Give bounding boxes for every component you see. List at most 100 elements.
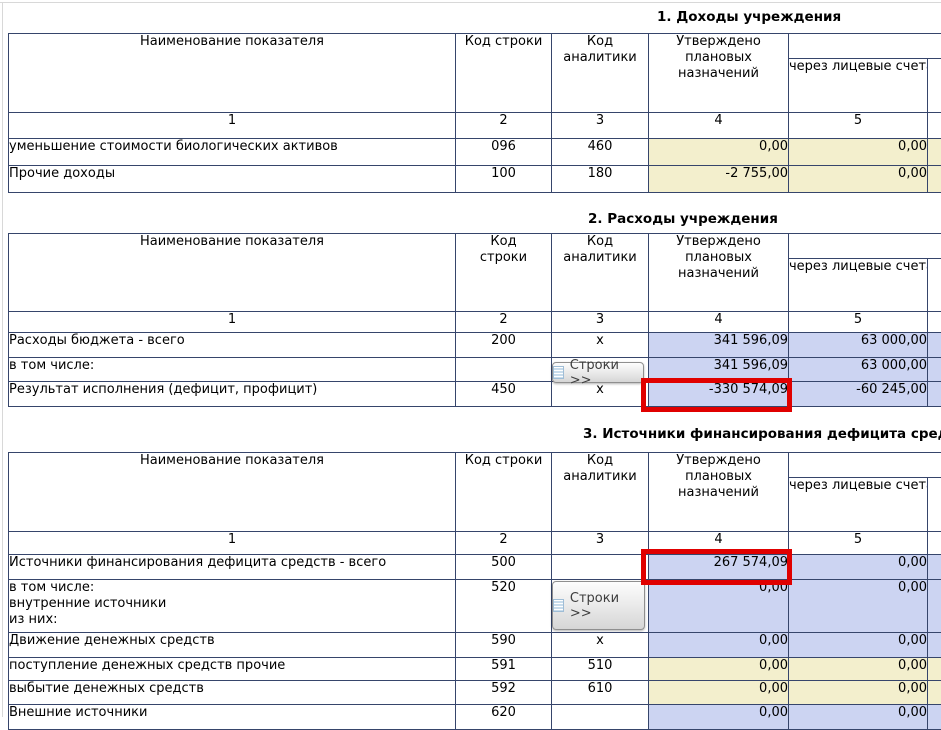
cell-via-personal-accounts[interactable]: 63 000,00 bbox=[789, 333, 928, 358]
cell-analytics-code: 460 bbox=[552, 139, 649, 166]
table-row: Движение денежных средств 590 x 0,00 0,0… bbox=[9, 633, 941, 658]
grid-icon bbox=[553, 366, 564, 379]
cell-row-code: 096 bbox=[456, 139, 552, 166]
header-col6-stub bbox=[928, 478, 941, 532]
cell-analytics-code: 180 bbox=[552, 166, 649, 193]
section-title-income: 1. Доходы учреждения bbox=[657, 9, 841, 25]
column-number: 2 bbox=[456, 312, 552, 333]
header-row-code: Код строки bbox=[456, 34, 552, 113]
table-row: Расходы бюджета - всего 200 x 341 596,09… bbox=[9, 333, 941, 358]
cell-approved[interactable]: 0,00 bbox=[649, 633, 789, 658]
cell-row-code: 620 bbox=[456, 705, 552, 730]
header-executed-group bbox=[789, 34, 941, 59]
column-number-stub bbox=[928, 312, 941, 333]
grid-icon bbox=[553, 599, 564, 612]
cell-approved[interactable]: -2 755,00 bbox=[649, 166, 789, 193]
cell-analytics-code: x bbox=[552, 333, 649, 358]
cell-name: Расходы бюджета - всего bbox=[9, 333, 456, 358]
table-row: Прочие доходы 100 180 -2 755,00 0,00 bbox=[9, 166, 941, 193]
table-row: Источники финансирования дефицита средст… bbox=[9, 555, 941, 580]
cell-via-personal-accounts[interactable]: 0,00 bbox=[789, 633, 928, 658]
cell-row-code: 200 bbox=[456, 333, 552, 358]
column-number-stub bbox=[928, 532, 941, 555]
cell-approved[interactable]: 0,00 bbox=[649, 139, 789, 166]
cell-name: поступление денежных средств прочие bbox=[9, 658, 456, 681]
cell-via-personal-accounts[interactable]: -60 245,00 bbox=[789, 382, 928, 407]
cell-overflow-stub bbox=[928, 358, 941, 382]
table-row: уменьшение стоимости биологических актив… bbox=[9, 139, 941, 166]
cell-name: выбытие денежных средств bbox=[9, 681, 456, 705]
scroll-area-left-border bbox=[2, 2, 3, 717]
column-number: 4 bbox=[649, 532, 789, 555]
rows-expand-button-label: Строки >> bbox=[570, 591, 644, 621]
table-row: поступление денежных средств прочие 591 … bbox=[9, 658, 941, 681]
cell-row-code: 450 bbox=[456, 382, 552, 407]
cell-via-personal-accounts[interactable]: 0,00 bbox=[789, 681, 928, 705]
rows-expand-button-sources[interactable]: Строки >> bbox=[552, 581, 645, 630]
cell-overflow-stub bbox=[928, 658, 941, 681]
header-col6-stub bbox=[928, 259, 941, 312]
header-approved-plan: Утверждено плановых назначений bbox=[649, 34, 789, 113]
cell-analytics-code bbox=[552, 705, 649, 730]
column-number: 5 bbox=[789, 312, 928, 333]
column-number: 3 bbox=[552, 532, 649, 555]
cell-overflow-stub bbox=[928, 555, 941, 580]
column-number: 1 bbox=[9, 312, 456, 333]
header-col6-stub bbox=[928, 59, 941, 113]
header-via-personal-accounts: через лицевые счета bbox=[789, 478, 928, 532]
column-number: 2 bbox=[456, 532, 552, 555]
cell-approved[interactable]: -330 574,09 bbox=[649, 382, 789, 407]
header-approved-plan: Утверждено плановых назначений bbox=[649, 234, 789, 312]
cell-via-personal-accounts[interactable]: 0,00 bbox=[789, 139, 928, 166]
cell-row-code: 500 bbox=[456, 555, 552, 580]
cell-via-personal-accounts[interactable]: 0,00 bbox=[789, 705, 928, 730]
cell-row-code: 520 bbox=[456, 580, 552, 633]
cell-approved[interactable]: 0,00 bbox=[649, 705, 789, 730]
header-row-code: Код строки bbox=[456, 453, 552, 532]
header-analytics-code: Код аналитики bbox=[552, 234, 649, 312]
cell-overflow-stub bbox=[928, 139, 941, 166]
cell-name: в том числе: внутренние источники из них… bbox=[9, 580, 456, 633]
cell-name: Источники финансирования дефицита средст… bbox=[9, 555, 456, 580]
column-number: 5 bbox=[789, 532, 928, 555]
column-number: 3 bbox=[552, 113, 649, 139]
table-row: в том числе: 341 596,09 63 000,00 bbox=[9, 358, 941, 382]
column-number: 4 bbox=[649, 113, 789, 139]
header-indicator-name: Наименование показателя bbox=[9, 453, 456, 532]
cell-overflow-stub bbox=[928, 382, 941, 407]
cell-row-code: 591 bbox=[456, 658, 552, 681]
cell-analytics-code: 610 bbox=[552, 681, 649, 705]
header-via-personal-accounts: через лицевые счета bbox=[789, 259, 928, 312]
column-number-stub bbox=[928, 113, 941, 139]
cell-via-personal-accounts[interactable]: 0,00 bbox=[789, 555, 928, 580]
income-table: Наименование показателя Код строки Код а… bbox=[8, 33, 941, 193]
section-title-expenses: 2. Расходы учреждения bbox=[588, 211, 778, 227]
cell-via-personal-accounts[interactable]: 0,00 bbox=[789, 580, 928, 633]
cell-name: уменьшение стоимости биологических актив… bbox=[9, 139, 456, 166]
header-executed-group bbox=[789, 234, 941, 259]
cell-approved[interactable]: 341 596,09 bbox=[649, 358, 789, 382]
cell-analytics-code: 510 bbox=[552, 658, 649, 681]
column-number: 2 bbox=[456, 113, 552, 139]
cell-overflow-stub bbox=[928, 681, 941, 705]
header-via-personal-accounts: через лицевые счета bbox=[789, 59, 928, 113]
cell-row-code: 592 bbox=[456, 681, 552, 705]
cell-approved[interactable]: 0,00 bbox=[649, 658, 789, 681]
cell-approved[interactable]: 341 596,09 bbox=[649, 333, 789, 358]
header-indicator-name: Наименование показателя bbox=[9, 234, 456, 312]
rows-expand-button-expenses[interactable]: Строки >> bbox=[552, 362, 644, 383]
cell-via-personal-accounts[interactable]: 0,00 bbox=[789, 166, 928, 193]
scroll-area-top-border bbox=[0, 2, 941, 3]
cell-name: Движение денежных средств bbox=[9, 633, 456, 658]
cell-name: Результат исполнения (дефицит, профицит) bbox=[9, 382, 456, 407]
cell-name: Прочие доходы bbox=[9, 166, 456, 193]
cell-approved[interactable]: 0,00 bbox=[649, 681, 789, 705]
cell-overflow-stub bbox=[928, 166, 941, 193]
header-analytics-code: Код аналитики bbox=[552, 34, 649, 113]
funding-sources-table: Наименование показателя Код строки Код а… bbox=[8, 452, 941, 730]
cell-via-personal-accounts[interactable]: 0,00 bbox=[789, 658, 928, 681]
column-number: 5 bbox=[789, 113, 928, 139]
cell-approved[interactable]: 0,00 bbox=[649, 580, 789, 633]
cell-via-personal-accounts[interactable]: 63 000,00 bbox=[789, 358, 928, 382]
cell-approved[interactable]: 267 574,09 bbox=[649, 555, 789, 580]
